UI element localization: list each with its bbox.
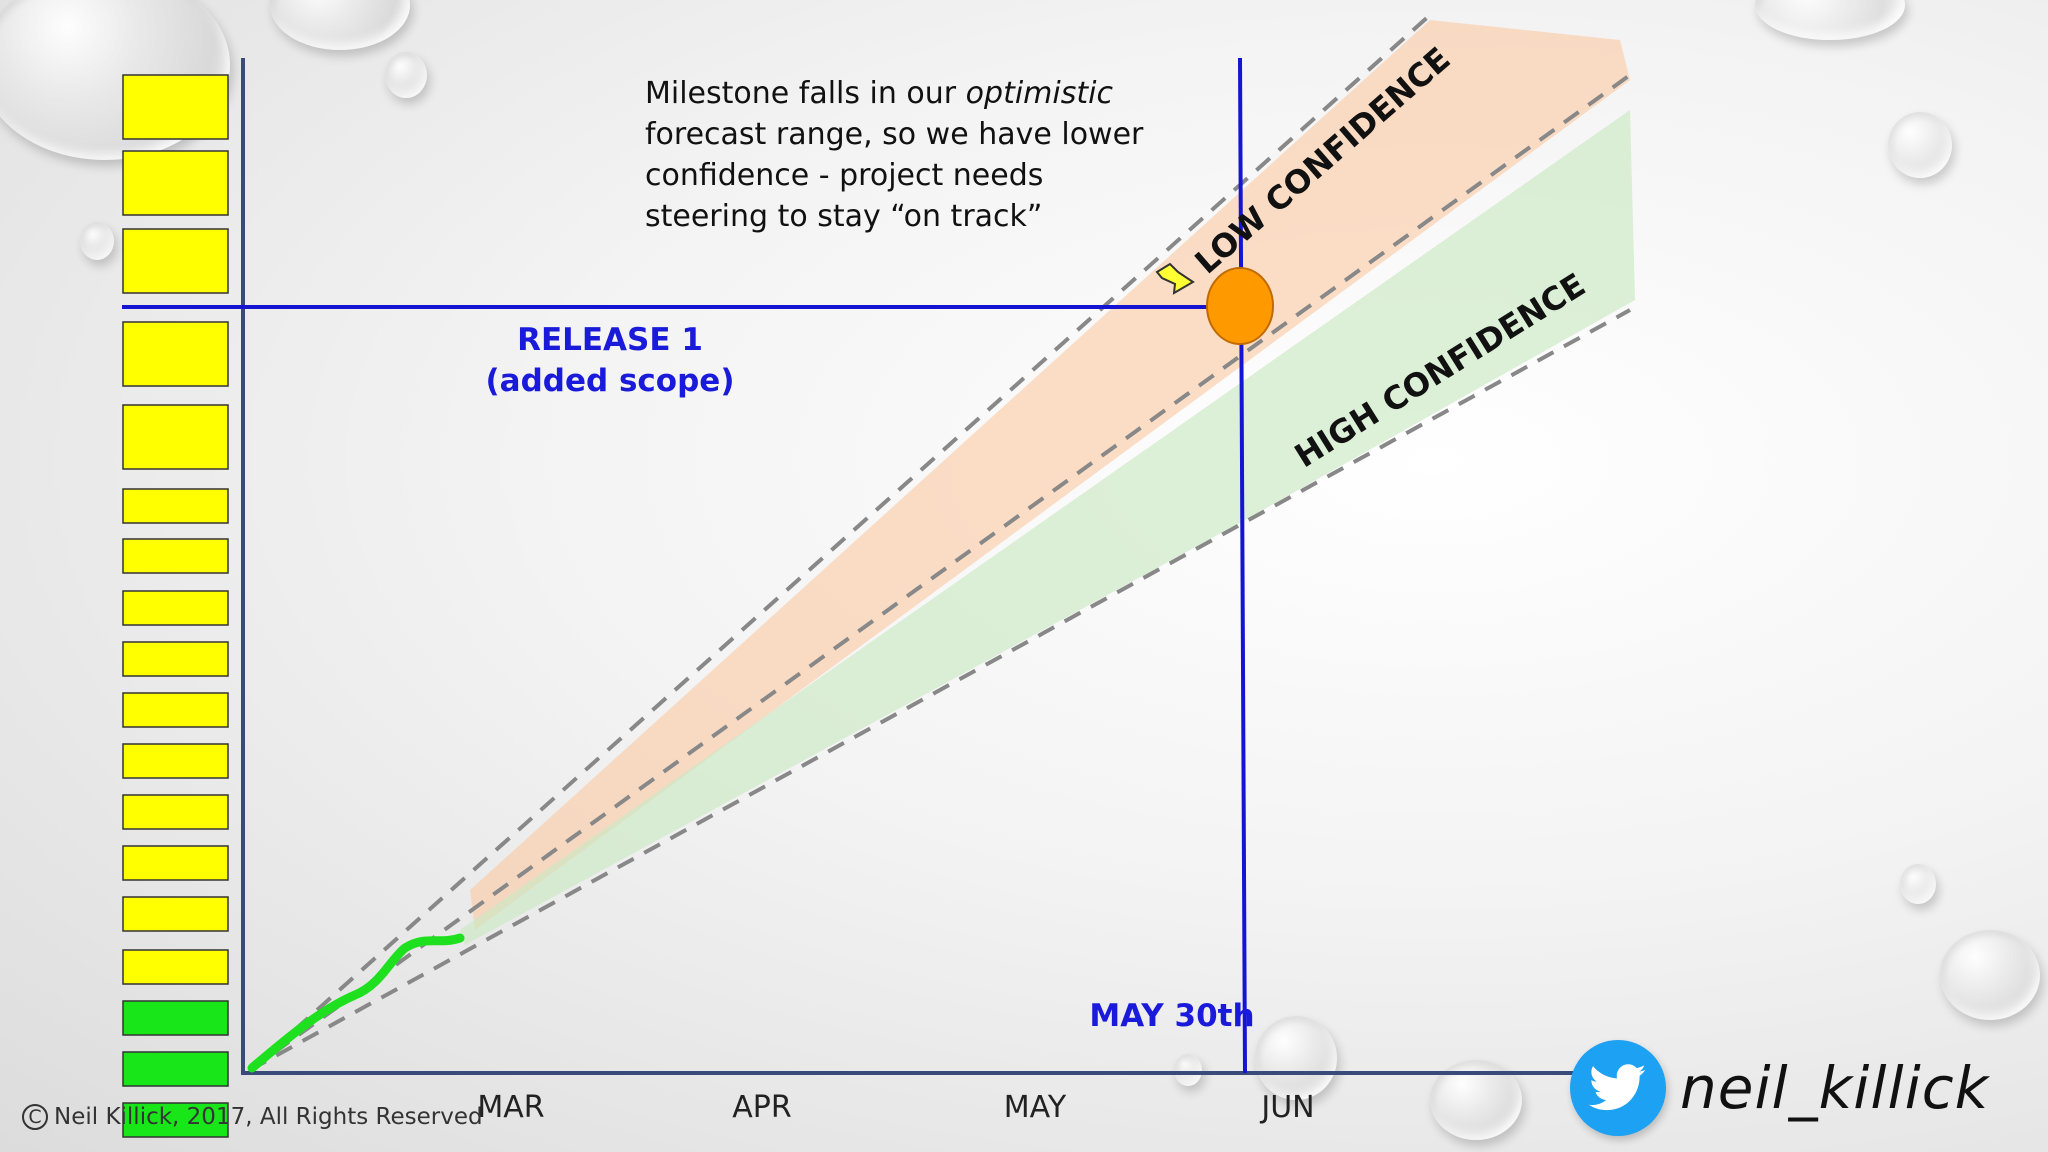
annotation-line-4: steering to stay “on track”: [645, 199, 1043, 234]
backlog-item-todo: [122, 488, 229, 524]
milestone-date-label: MAY 30th: [1089, 998, 1255, 1034]
annotation-line-1a: Milestone falls in our: [645, 76, 966, 111]
backlog-stack: [122, 74, 229, 1138]
water-drop: [1888, 112, 1952, 178]
backlog-item-todo: [122, 590, 229, 626]
annotation-line-2: forecast range, so we have lower: [645, 117, 1144, 152]
forecast-line-mid: [248, 73, 1632, 1072]
release-subtitle: (added scope): [485, 363, 735, 399]
backlog-item-todo: [122, 949, 229, 985]
milestone-marker: [1206, 267, 1274, 345]
forecast-line-upper: [248, 13, 1432, 1072]
twitter-block[interactable]: neil_killick: [1570, 1040, 1989, 1136]
backlog-item-todo: [122, 692, 229, 728]
backlog-item-todo: [122, 150, 229, 216]
month-label-may: MAY: [1003, 1090, 1067, 1125]
backlog-item-todo: [122, 74, 229, 140]
backlog-item-todo: [122, 743, 229, 779]
month-label-jun: JUN: [1261, 1090, 1315, 1125]
month-label-apr: APR: [732, 1090, 792, 1125]
copyright-icon: C: [22, 1104, 48, 1130]
backlog-item-done: [122, 1000, 229, 1036]
water-drop: [385, 52, 427, 98]
water-drop: [1174, 1054, 1202, 1086]
backlog-item-todo: [122, 538, 229, 574]
backlog-item-todo: [122, 641, 229, 677]
water-drop: [1255, 1016, 1337, 1100]
release-title: RELEASE 1: [517, 322, 703, 358]
low-confidence-band: [470, 20, 1630, 930]
twitter-bird-icon[interactable]: [1570, 1040, 1666, 1136]
annotation-text: Milestone falls in our optimistic foreca…: [645, 73, 1205, 237]
forecast-line-lower: [249, 308, 1631, 1072]
backlog-item-todo: [122, 404, 229, 470]
backlog-item-todo: [122, 845, 229, 881]
backlog-item-done: [122, 1102, 229, 1138]
backlog-item-todo: [122, 321, 229, 387]
backlog-item-todo: [122, 228, 229, 294]
water-drop: [1900, 864, 1936, 904]
backlog-item-todo: [122, 896, 229, 932]
high-confidence-band: [460, 110, 1635, 945]
backlog-item-todo: [122, 794, 229, 830]
water-drop: [1940, 930, 2040, 1020]
month-label-mar: MAR: [477, 1090, 545, 1125]
milestone-date-line: [1238, 57, 1247, 1074]
twitter-handle[interactable]: neil_killick: [1680, 1054, 1990, 1122]
progress-line: [247, 933, 465, 1073]
water-drop: [80, 222, 114, 260]
annotation-emphasis: optimistic: [965, 76, 1113, 111]
pointer-arrow-icon: [1155, 262, 1195, 295]
copyright-text: Neil Killick, 2017, All Rights Reserved: [54, 1104, 483, 1130]
backlog-item-done: [122, 1051, 229, 1087]
annotation-line-3: confidence - project needs: [645, 158, 1044, 193]
copyright-notice: C Neil Killick, 2017, All Rights Reserve…: [22, 1104, 483, 1130]
